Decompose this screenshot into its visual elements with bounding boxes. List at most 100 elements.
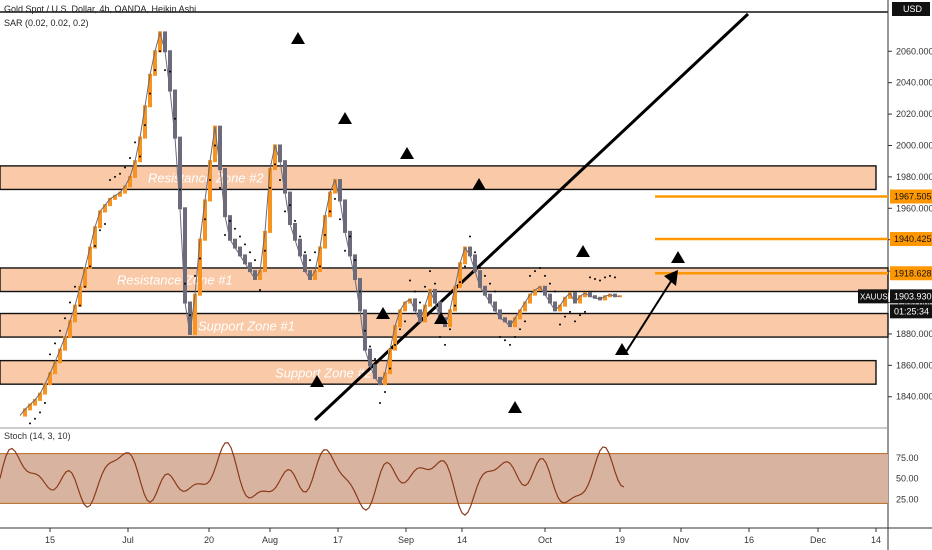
- sar-dot: [314, 251, 316, 254]
- price-candle: [353, 254, 357, 280]
- price-candle: [88, 246, 92, 269]
- price-candle: [488, 293, 492, 304]
- sar-dot: [504, 339, 506, 342]
- swing-triangle-marker: [508, 401, 522, 413]
- price-candle: [608, 293, 612, 298]
- zone-label: Resistance Zone #1: [117, 273, 233, 288]
- sar-dot: [104, 222, 106, 225]
- price-axis-label: 2040.000: [896, 78, 932, 88]
- sar-dot: [599, 279, 601, 282]
- price-candle: [583, 292, 587, 298]
- price-candle: [163, 31, 167, 53]
- time-axis-label: 14: [871, 535, 881, 545]
- price-level-label: 1918.628: [894, 268, 932, 278]
- price-candle: [313, 270, 317, 280]
- sar-dot: [164, 69, 166, 72]
- sar-dot: [144, 124, 146, 127]
- sar-dot: [544, 274, 546, 277]
- price-candle: [323, 215, 327, 249]
- price-candle: [93, 226, 97, 249]
- price-candle: [493, 301, 497, 312]
- time-axis-label: 17: [333, 535, 343, 545]
- sar-dot: [324, 233, 326, 236]
- sar-dot: [579, 314, 581, 317]
- time-axis-label: 20: [204, 535, 214, 545]
- sar-dot: [224, 233, 226, 236]
- sar-dot: [84, 285, 86, 288]
- sar-dot: [389, 367, 391, 370]
- price-candle: [123, 185, 127, 194]
- sar-dot: [329, 210, 331, 213]
- price-level-badge: [890, 266, 932, 281]
- sar-dot: [54, 342, 56, 345]
- price-candle: [378, 376, 382, 386]
- price-axis-label: 1860.000: [896, 360, 932, 370]
- price-candle: [408, 298, 412, 304]
- price-candle: [413, 298, 417, 312]
- sar-dot: [419, 301, 421, 304]
- price-candle: [43, 383, 47, 395]
- price-candle: [458, 262, 462, 288]
- sar-dot: [79, 304, 81, 307]
- sar-dot: [214, 144, 216, 147]
- price-candle: [238, 246, 242, 257]
- price-candle: [483, 285, 487, 296]
- sar-dot: [279, 179, 281, 182]
- price-series-line: [19, 30, 620, 416]
- sar-dot: [484, 274, 486, 277]
- sar-dot: [449, 328, 451, 331]
- price-level-badge: [890, 232, 932, 247]
- time-axis-label: Oct: [538, 535, 553, 545]
- sar-dot: [129, 157, 131, 160]
- sar-dot: [539, 266, 541, 269]
- price-candle: [48, 372, 52, 386]
- sar-dot: [114, 175, 116, 178]
- price-candle: [588, 292, 592, 298]
- price-candle: [433, 288, 437, 304]
- sar-dot: [594, 277, 596, 280]
- sar-dot: [244, 243, 246, 246]
- price-candle: [563, 296, 567, 307]
- sar-dot: [549, 282, 551, 285]
- price-candle: [118, 191, 122, 197]
- stoch-label: Stoch (14, 3, 10): [4, 431, 71, 441]
- sar-dot: [199, 257, 201, 260]
- price-candle: [178, 136, 182, 210]
- sar-dot: [509, 343, 511, 346]
- price-candle: [358, 277, 362, 312]
- price-candle: [23, 408, 27, 417]
- sar-dot: [429, 270, 431, 273]
- sar-dot: [39, 411, 41, 414]
- sar-dot: [304, 251, 306, 254]
- price-candle: [468, 246, 472, 257]
- price-candle: [383, 372, 387, 386]
- sar-dot: [254, 259, 256, 262]
- sar-dot: [384, 391, 386, 394]
- price-candle: [153, 50, 157, 76]
- sar-dot: [49, 353, 51, 356]
- sar-dot: [204, 218, 206, 221]
- price-candle: [158, 31, 162, 53]
- price-candle: [548, 293, 552, 304]
- chart-title: Gold Spot / U.S. Dollar, 4h, OANDA, Heik…: [4, 4, 197, 14]
- sar-dot: [434, 282, 436, 285]
- sar-dot: [194, 274, 196, 277]
- sar-dot: [309, 259, 311, 262]
- price-candle: [453, 285, 457, 312]
- stoch-axis-label: 50.00: [896, 474, 919, 484]
- sar-dot: [209, 179, 211, 182]
- price-candle: [103, 204, 107, 213]
- price-candle: [593, 295, 597, 299]
- sar-dot: [529, 274, 531, 277]
- price-candle: [73, 304, 77, 323]
- sar-dot: [174, 117, 176, 120]
- symbol-badge: [858, 289, 888, 304]
- sar-dot: [124, 166, 126, 169]
- price-candle: [388, 348, 392, 375]
- sar-dot: [379, 402, 381, 405]
- price-candle: [503, 317, 507, 323]
- sar-dot: [349, 235, 351, 238]
- last-price-label: 1903.930: [894, 291, 932, 301]
- sar-dot: [69, 301, 71, 304]
